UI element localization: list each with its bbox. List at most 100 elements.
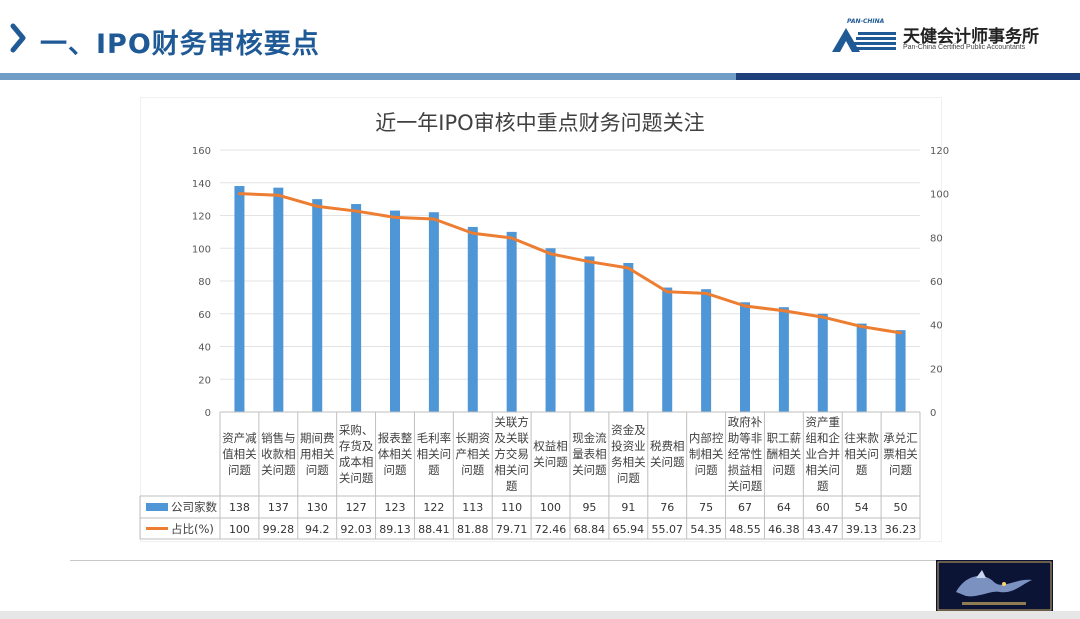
line-value-label: 94.2 — [305, 523, 330, 536]
category-label: 资金及 — [611, 423, 646, 437]
category-label: 问题 — [461, 463, 484, 477]
line-value-label: 72.46 — [535, 523, 567, 536]
category-label: 政府补 — [728, 415, 763, 429]
category-label: 题 — [856, 463, 868, 477]
category-label: 量表相 — [572, 447, 607, 461]
left-axis-tick-label: 120 — [192, 212, 211, 223]
category-label: 投资业 — [611, 439, 646, 453]
bar-value-label: 76 — [660, 501, 674, 514]
left-axis-tick-label: 60 — [198, 310, 211, 321]
right-axis-tick-label: 60 — [930, 277, 943, 288]
line-value-label: 54.35 — [690, 523, 722, 536]
category-label: 职工薪 — [767, 431, 802, 445]
category-label: 毛利率 — [417, 431, 452, 445]
bar — [234, 186, 245, 412]
left-axis-tick-label: 0 — [205, 408, 211, 419]
line-value-label: 43.47 — [807, 523, 839, 536]
bar-value-label: 110 — [501, 501, 522, 514]
line-value-label: 68.84 — [574, 523, 606, 536]
bar — [701, 289, 712, 412]
line-value-label: 55.07 — [651, 523, 683, 536]
bar-value-label: 54 — [855, 501, 869, 514]
bar — [740, 302, 750, 412]
category-label: 相关问 — [494, 463, 529, 477]
bar — [467, 226, 478, 412]
bar-value-label: 60 — [816, 501, 830, 514]
pan-china-logo-icon — [832, 28, 896, 52]
bar — [895, 330, 906, 412]
bar-value-label: 91 — [621, 501, 635, 514]
right-axis-tick-label: 80 — [930, 233, 943, 244]
category-label: 关问题 — [572, 463, 607, 477]
category-label: 关问题 — [728, 479, 763, 493]
category-label: 方交易 — [494, 447, 529, 461]
left-axis-tick-label: 160 — [192, 146, 211, 157]
category-label: 往来款 — [844, 431, 879, 445]
category-label: 期间费 — [300, 431, 335, 445]
legend-label-bars: 公司家数 — [171, 500, 217, 514]
category-label: 体相关 — [378, 447, 413, 461]
category-label: 问题 — [228, 463, 251, 477]
left-axis-tick-label: 80 — [198, 277, 211, 288]
bar-value-label: 138 — [229, 501, 250, 514]
category-label: 票相关 — [883, 447, 918, 461]
bar-value-label: 50 — [894, 501, 908, 514]
chart-frame — [140, 97, 942, 542]
bar-value-label: 122 — [423, 501, 444, 514]
category-label: 采购、 — [339, 423, 374, 437]
logo-wordmark: PAN-CHINA — [847, 18, 885, 25]
bar — [662, 287, 673, 412]
line-value-label: 36.23 — [885, 523, 917, 536]
series-line — [237, 192, 903, 335]
category-label: 报表整 — [378, 431, 413, 445]
category-label: 题 — [428, 463, 440, 477]
bar-value-label: 130 — [307, 501, 328, 514]
bar-value-label: 123 — [385, 501, 406, 514]
category-label: 销售与 — [261, 431, 296, 445]
category-label: 务相关 — [611, 455, 646, 469]
bar — [817, 313, 828, 412]
line-value-label: 89.13 — [379, 523, 411, 536]
bar-value-label: 113 — [462, 501, 483, 514]
category-label: 经常性 — [728, 447, 763, 461]
category-label: 问题 — [695, 463, 718, 477]
line-value-label: 79.71 — [496, 523, 528, 536]
line-value-label: 92.03 — [340, 523, 372, 536]
category-label: 值相关 — [222, 447, 257, 461]
line-value-label: 39.13 — [846, 523, 878, 536]
category-label: 关问题 — [339, 471, 374, 485]
category-label: 资产重 — [806, 415, 841, 429]
left-axis-tick-label: 40 — [198, 343, 211, 354]
right-axis-tick-label: 100 — [930, 190, 949, 201]
slide-header: 一、IPO财务审核要点 PAN-CHINA 天健会计师事务所 Pan-China… — [0, 0, 1080, 80]
bar-value-label: 75 — [699, 501, 713, 514]
bar-value-label: 67 — [738, 501, 752, 514]
firm-english-name: Pan-China Certified Public Accountants — [903, 44, 1026, 51]
category-label: 现金流 — [572, 431, 607, 445]
line-value-label: 65.94 — [613, 523, 645, 536]
category-label: 关联方 — [494, 415, 529, 429]
category-label: 问题 — [889, 463, 912, 477]
firm-name: 天健会计师事务所 — [903, 27, 1039, 47]
bar — [545, 248, 556, 412]
footer-divider — [70, 560, 1010, 561]
left-axis-tick-label: 20 — [198, 375, 211, 386]
category-label: 题 — [817, 479, 829, 493]
bar — [856, 323, 867, 412]
category-label: 相关问 — [806, 463, 841, 477]
category-label: 问题 — [306, 463, 329, 477]
category-label: 关问题 — [533, 455, 568, 469]
category-label: 助等非 — [728, 431, 763, 445]
legend-swatch-bars — [146, 503, 168, 511]
category-label: 相关问 — [417, 447, 452, 461]
bar-value-label: 95 — [582, 501, 596, 514]
line-value-label: 48.55 — [729, 523, 761, 536]
category-label: 成本相 — [339, 455, 374, 469]
line-value-label: 46.38 — [768, 523, 800, 536]
bar — [584, 256, 595, 412]
bar — [390, 210, 400, 412]
right-axis-tick-label: 20 — [930, 364, 943, 375]
category-label: 问题 — [772, 463, 795, 477]
category-label: 题 — [506, 479, 518, 493]
dragon-logo-icon — [936, 560, 1053, 612]
